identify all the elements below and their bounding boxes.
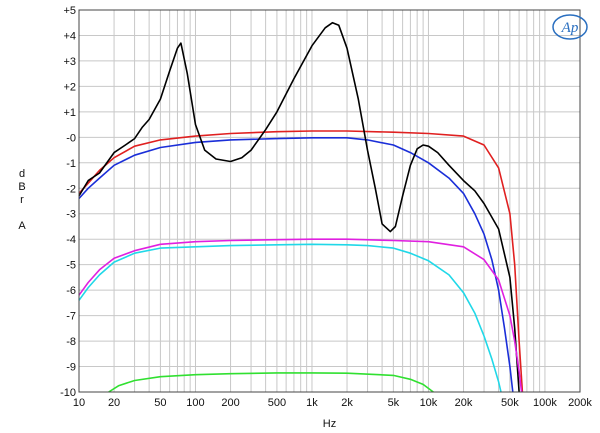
x-tick-label: 5k	[388, 397, 400, 409]
y-tick-label: +3	[63, 56, 76, 68]
x-tick-label: 100k	[533, 397, 557, 409]
y-axis-label: dBr A	[18, 168, 26, 232]
series-line-4	[78, 238, 523, 393]
series-line-5	[78, 243, 502, 393]
y-axis-ticks: +5 +4 +3 +2 +1 -0 -1 -2 -3 -4 -5 -6 -7 -8 -9 -10	[60, 5, 76, 399]
y-tick-label: -2	[66, 183, 76, 195]
x-tick-label: 10k	[420, 397, 438, 409]
series-line-6	[108, 372, 434, 393]
y-axis-label-char: r	[20, 194, 24, 206]
x-tick-label: 500	[268, 397, 286, 409]
x-tick-label: 2k	[341, 397, 353, 409]
y-tick-label: -7	[66, 311, 76, 323]
y-tick-label: +1	[63, 107, 76, 119]
y-tick-label: +5	[63, 5, 76, 17]
y-axis-label-char: A	[18, 220, 26, 232]
y-tick-label: -9	[66, 362, 76, 374]
y-axis-label-char: d	[19, 168, 25, 180]
y-tick-label: -5	[66, 260, 76, 272]
y-tick-label: +4	[63, 30, 76, 42]
x-tick-label: 20	[108, 397, 120, 409]
y-tick-label: +2	[63, 81, 76, 93]
series-line-3	[78, 21, 520, 393]
y-tick-label: -1	[66, 158, 76, 170]
x-tick-label: 50k	[501, 397, 519, 409]
series-group	[78, 21, 524, 393]
y-tick-label: -3	[66, 209, 76, 221]
x-tick-label: 50	[154, 397, 166, 409]
y-tick-label: -6	[66, 285, 76, 297]
x-axis-label: Hz	[323, 418, 336, 430]
y-tick-label: -10	[60, 387, 76, 399]
series-line-2	[78, 137, 514, 393]
x-tick-label: 200k	[568, 397, 592, 409]
y-tick-label: -0	[66, 132, 76, 144]
ap-logo-text: Ap	[561, 20, 579, 36]
y-axis-label-char: B	[18, 181, 25, 193]
x-tick-label: 20k	[455, 397, 473, 409]
series-line-1	[78, 130, 524, 393]
x-tick-label: 10	[73, 397, 85, 409]
x-tick-label: 100	[186, 397, 204, 409]
x-axis-ticks: 10 20 50 100 200 500 1k 2k 5k 10k 20k 50k 100k 200k	[73, 397, 593, 409]
y-tick-label: -4	[66, 234, 76, 246]
y-tick-label: -8	[66, 336, 76, 348]
plot-frame	[78, 9, 581, 393]
x-tick-label: 200	[221, 397, 239, 409]
ap-logo: Ap	[552, 14, 588, 40]
x-tick-label: 1k	[306, 397, 318, 409]
